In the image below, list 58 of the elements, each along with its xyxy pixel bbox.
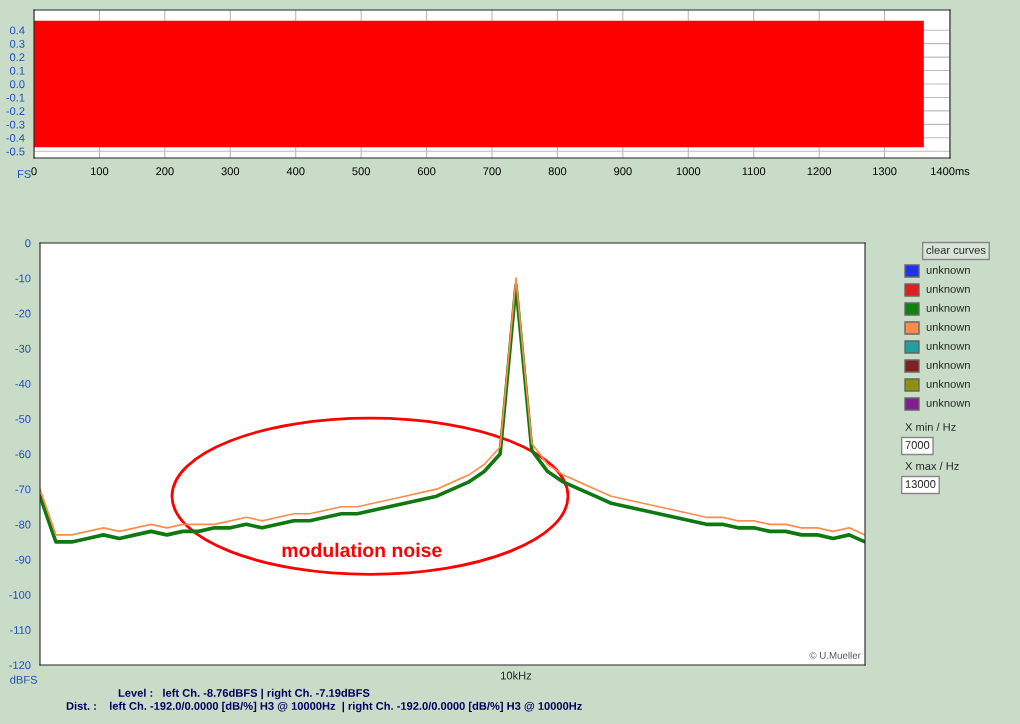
x-tick-label: 700 bbox=[483, 167, 501, 176]
y-tick-label: -80 bbox=[15, 520, 31, 529]
text: 7000 bbox=[905, 441, 930, 449]
y-tick-label: -0.3 bbox=[6, 120, 25, 129]
x-tick-label: 600 bbox=[417, 167, 436, 176]
y-tick-label: -0.1 bbox=[6, 93, 25, 102]
text: unknown bbox=[926, 398, 970, 407]
text: 13000 bbox=[905, 480, 936, 488]
x-tick-label: 800 bbox=[548, 167, 567, 176]
y-tick-label: 0 bbox=[25, 239, 31, 248]
y-tick-label: -20 bbox=[15, 309, 31, 318]
y-tick-label: 0.1 bbox=[9, 66, 25, 75]
y-tick-label: 0.3 bbox=[9, 39, 25, 48]
y-tick-label: -60 bbox=[15, 450, 31, 459]
y-tick-label: 0.4 bbox=[9, 26, 25, 35]
text: unknown bbox=[926, 379, 970, 388]
x-tick-label: 300 bbox=[221, 167, 240, 176]
text: unknown bbox=[926, 303, 970, 312]
y-tick-label: -100 bbox=[9, 590, 31, 599]
text: unknown bbox=[926, 341, 970, 350]
x-tick-label: 1400ms bbox=[931, 167, 970, 176]
y-tick-label: -110 bbox=[10, 626, 31, 634]
y-tick-label: -0.4 bbox=[6, 134, 25, 142]
x-tick-label: 1100 bbox=[742, 167, 766, 176]
y-tick-label: -120 bbox=[9, 661, 31, 670]
y-tick-label: -0.2 bbox=[6, 107, 25, 116]
text: Level : left Ch. -8.76dBFS | right Ch. -7.19dBFS bbox=[118, 688, 370, 700]
text: X min / Hz bbox=[905, 422, 956, 431]
x-tick-label: 0 bbox=[31, 167, 37, 176]
x-tick-label: 500 bbox=[352, 167, 370, 176]
x-tick-label: 400 bbox=[286, 167, 305, 176]
x-tick-label: 100 bbox=[91, 167, 109, 176]
y-tick-label: -0.5 bbox=[6, 147, 25, 156]
x-tick-label: 1300 bbox=[873, 167, 897, 176]
text: 10kHz bbox=[501, 671, 532, 680]
y-axis-title: FS bbox=[17, 170, 31, 178]
text: unknown bbox=[926, 322, 970, 331]
y-tick-label: -50 bbox=[15, 415, 31, 423]
y-tick-label: 0.0 bbox=[9, 80, 25, 89]
x-tick-label: 1200 bbox=[807, 167, 832, 176]
text: unknown bbox=[926, 265, 970, 274]
annotation: modulation noise bbox=[282, 542, 442, 558]
y-tick-label: -90 bbox=[15, 555, 31, 564]
y-tick-label: 0.2 bbox=[9, 53, 25, 62]
y-tick-label: -30 bbox=[15, 344, 31, 353]
x-tick-label: 1000 bbox=[676, 167, 701, 176]
y-axis-title: dBFS bbox=[10, 675, 38, 684]
y-tick-label: -40 bbox=[15, 379, 31, 388]
text: unknown bbox=[926, 284, 970, 293]
x-tick-label: 900 bbox=[614, 167, 632, 176]
text: clear curves bbox=[926, 245, 986, 254]
text: X max / Hz bbox=[905, 461, 959, 470]
y-tick-label: -10 bbox=[15, 274, 31, 283]
text: unknown bbox=[926, 360, 970, 369]
annotation: © U.Mueller bbox=[809, 651, 861, 659]
y-tick-label: -70 bbox=[15, 485, 31, 494]
x-tick-label: 200 bbox=[156, 167, 174, 176]
text: Dist. : left Ch. -192.0/0.0000 [dB/%] H3 @ 10000Hz | right Ch. -192.0/0.0000 [dB/%] H3 @ 10000Hz bbox=[66, 701, 582, 713]
